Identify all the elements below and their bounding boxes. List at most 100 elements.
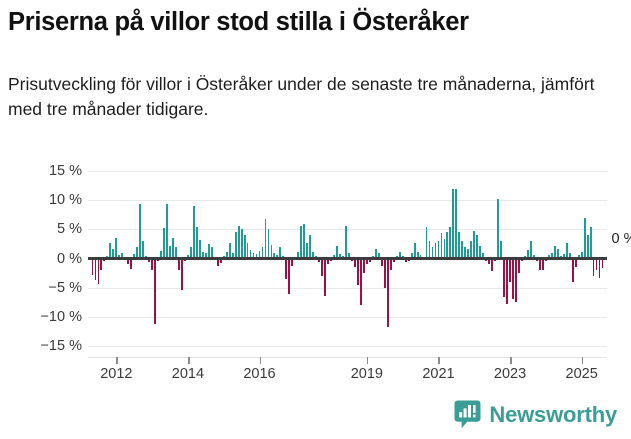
bar xyxy=(339,253,341,259)
bar xyxy=(416,251,419,259)
bar xyxy=(109,243,112,259)
bar xyxy=(169,245,171,259)
bar xyxy=(464,246,467,259)
bar xyxy=(222,255,225,259)
bar xyxy=(530,241,532,259)
bar xyxy=(595,258,598,271)
bar xyxy=(115,237,118,259)
bar xyxy=(476,235,479,259)
x-axis-tick-label: 2012 xyxy=(100,366,133,382)
bar xyxy=(172,237,174,259)
bar xyxy=(518,258,520,274)
bar xyxy=(219,258,222,264)
bar xyxy=(118,255,121,259)
bar xyxy=(243,235,246,259)
bar xyxy=(410,252,413,259)
gridline xyxy=(88,229,607,231)
bar xyxy=(112,249,115,259)
bar xyxy=(279,246,282,259)
bar xyxy=(556,249,559,259)
bar xyxy=(273,252,276,259)
bar xyxy=(133,254,136,259)
y-axis-tick-label: 10 % xyxy=(48,192,82,209)
bar xyxy=(398,251,401,259)
gridline xyxy=(88,287,607,289)
bar xyxy=(550,252,553,259)
bar xyxy=(297,251,300,259)
bar-series xyxy=(88,171,607,346)
plot-area xyxy=(88,171,607,347)
newsworthy-logo[interactable]: Newsworthy xyxy=(454,400,617,429)
bar xyxy=(565,243,568,259)
bar xyxy=(538,258,541,271)
bar xyxy=(189,246,192,259)
bar xyxy=(306,243,309,259)
gridline xyxy=(88,171,607,172)
bar xyxy=(577,255,580,259)
bar xyxy=(288,258,291,294)
bar xyxy=(225,251,228,259)
bar xyxy=(547,255,550,259)
x-axis-tick-label: 2023 xyxy=(493,366,527,382)
bar xyxy=(139,204,142,259)
bar xyxy=(192,206,195,259)
bar xyxy=(154,258,157,324)
bar xyxy=(321,258,324,276)
bar xyxy=(186,255,189,259)
bar xyxy=(210,246,213,259)
bar xyxy=(500,241,503,259)
bar xyxy=(148,258,151,262)
bar xyxy=(404,258,407,262)
bar xyxy=(175,246,177,259)
bar xyxy=(527,249,529,259)
bar xyxy=(374,249,377,259)
x-axis-tick-label: 2019 xyxy=(350,366,384,382)
bar xyxy=(136,246,139,259)
bar xyxy=(354,258,356,268)
bar xyxy=(389,258,392,271)
bar xyxy=(458,231,461,259)
last-value-annotation: 0 % xyxy=(611,230,631,247)
y-axis-tick-label: 0 % xyxy=(57,250,82,267)
bar xyxy=(207,243,210,259)
bar xyxy=(479,245,482,259)
bar xyxy=(234,231,237,259)
bar xyxy=(94,258,97,280)
bar xyxy=(163,227,165,259)
bar xyxy=(383,258,386,288)
x-axis-tick-label: 2021 xyxy=(422,366,455,382)
logo-text: Newsworthy xyxy=(489,401,617,427)
bar xyxy=(252,252,255,259)
bar xyxy=(592,258,595,276)
bar xyxy=(184,258,186,262)
bar xyxy=(270,245,273,259)
page-title: Priserna på villor stod stilla i Österåk… xyxy=(8,8,469,36)
bar xyxy=(574,258,577,267)
bar xyxy=(524,255,526,259)
bar xyxy=(318,258,321,262)
bar xyxy=(571,258,574,282)
y-axis-tick-label: −15 % xyxy=(40,338,82,354)
bar xyxy=(488,258,491,265)
bar xyxy=(285,258,288,279)
bar xyxy=(461,241,464,259)
bar xyxy=(151,258,154,271)
bar xyxy=(482,252,485,259)
bar xyxy=(127,258,130,265)
bar xyxy=(440,232,443,259)
bar xyxy=(419,255,422,259)
bar xyxy=(377,252,380,259)
bar xyxy=(160,250,162,259)
bar xyxy=(261,246,264,259)
y-axis-tick-label: 15 % xyxy=(48,163,82,179)
bar xyxy=(503,258,505,297)
y-axis-tick-label: 5 % xyxy=(57,221,82,238)
bar xyxy=(327,258,330,265)
y-axis-tick-label: −10 % xyxy=(40,308,82,325)
bar xyxy=(359,258,362,306)
bar xyxy=(130,258,133,269)
bar xyxy=(166,203,168,259)
bar xyxy=(589,227,592,259)
bar xyxy=(198,239,201,259)
bar xyxy=(142,241,145,259)
